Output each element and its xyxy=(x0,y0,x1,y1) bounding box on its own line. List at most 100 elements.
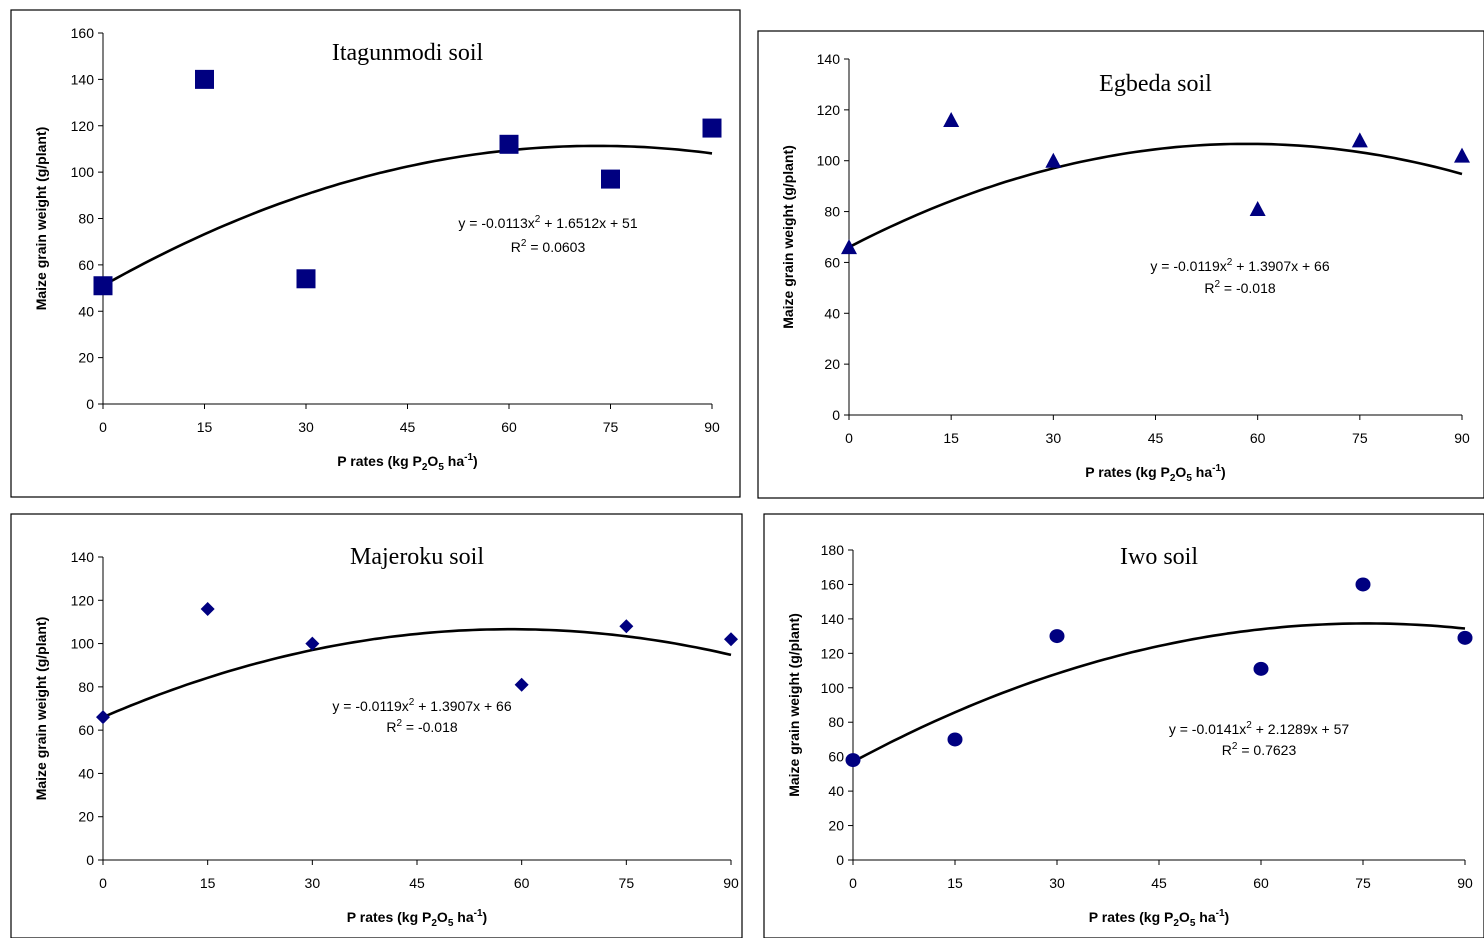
x-tick-label: 15 xyxy=(197,419,213,435)
trendline xyxy=(848,142,1463,249)
trendline-equation: y = -0.0119x2 + 1.3907x + 66 xyxy=(332,697,511,714)
x-tick-label: 90 xyxy=(1454,430,1470,446)
x-tick-label: 60 xyxy=(514,875,530,891)
x-tick-label: 15 xyxy=(200,875,216,891)
x-tick-label: 45 xyxy=(400,419,416,435)
y-tick-label: 180 xyxy=(821,542,845,558)
data-point xyxy=(1253,661,1269,676)
y-tick-label: 120 xyxy=(821,645,845,661)
y-tick-label: 80 xyxy=(828,714,844,730)
data-point xyxy=(702,118,722,138)
x-tick-label: 45 xyxy=(409,875,425,891)
data-point xyxy=(619,619,634,634)
y-tick-label: 40 xyxy=(828,783,844,799)
y-tick-label: 100 xyxy=(817,153,841,169)
chart-panel-itagunmodi: 0 20 40 60 80 100 120 140 160 0 15 30 45 60 75 90 P rate… xyxy=(10,9,741,498)
data-point xyxy=(1049,629,1065,644)
r-squared-label: R2 = 0.0603 xyxy=(511,238,586,255)
data-point xyxy=(1351,132,1368,148)
data-point xyxy=(1355,577,1371,592)
x-tick-label: 0 xyxy=(99,419,107,435)
y-tick-label: 60 xyxy=(78,722,94,738)
trendline xyxy=(852,622,1466,763)
y-tick-label: 20 xyxy=(824,356,840,372)
data-point xyxy=(200,601,215,616)
y-tick-label: 80 xyxy=(78,679,94,695)
y-tick-label: 0 xyxy=(86,852,94,868)
x-tick-label: 15 xyxy=(943,430,959,446)
data-point xyxy=(93,276,113,296)
y-tick-label: 0 xyxy=(86,396,94,412)
chart-frame xyxy=(10,9,741,498)
r-squared-label: R2 = 0.7623 xyxy=(1222,741,1297,758)
x-tick-label: 90 xyxy=(723,875,739,891)
x-tick-label: 90 xyxy=(1457,875,1473,891)
chart-title: Iwo soil xyxy=(1120,544,1198,570)
x-tick-label: 60 xyxy=(1253,875,1269,891)
x-tick-label: 45 xyxy=(1151,875,1167,891)
y-tick-label: 80 xyxy=(824,204,840,220)
chart-frame xyxy=(10,513,743,938)
y-tick-label: 100 xyxy=(821,680,845,696)
y-tick-label: 60 xyxy=(824,254,840,270)
y-tick-label: 120 xyxy=(71,592,95,608)
data-point xyxy=(724,632,738,647)
chart-panel-majeroku: 0 20 40 60 80 100 120 140 0 15 30 45 60 75 90 P rates (… xyxy=(10,513,743,938)
y-tick-label: 20 xyxy=(78,809,94,825)
r-squared-label: R2 = -0.018 xyxy=(1204,279,1276,296)
x-tick-label: 60 xyxy=(501,419,517,435)
x-axis-title: P rates (kg P2O5 ha-1) xyxy=(1085,463,1225,484)
x-tick-label: 0 xyxy=(849,875,857,891)
data-point xyxy=(1249,201,1266,217)
chart-title: Majeroku soil xyxy=(350,544,484,570)
x-tick-label: 75 xyxy=(603,419,619,435)
x-axis-title: P rates (kg P2O5 ha-1) xyxy=(347,908,487,929)
x-tick-label: 0 xyxy=(99,875,107,891)
y-tick-label: 80 xyxy=(78,211,94,227)
trendline xyxy=(102,627,732,719)
trendline-equation: y = -0.0113x2 + 1.6512x + 51 xyxy=(458,214,637,231)
y-tick-label: 100 xyxy=(71,636,95,652)
y-tick-label: 120 xyxy=(817,102,841,118)
data-point xyxy=(947,732,963,747)
y-tick-label: 0 xyxy=(836,852,844,868)
data-point xyxy=(841,239,857,255)
y-axis-title: Maize grain weight (g/plant) xyxy=(33,127,49,311)
y-axis-title: Maize grain weight (g/plant) xyxy=(786,613,802,797)
x-tick-label: 30 xyxy=(298,419,314,435)
x-tick-label: 0 xyxy=(845,430,853,446)
y-tick-label: 0 xyxy=(832,407,840,423)
y-tick-label: 140 xyxy=(71,549,95,565)
data-point xyxy=(195,69,214,89)
y-tick-label: 20 xyxy=(78,350,94,366)
data-point xyxy=(845,753,861,768)
y-axis-title: Maize grain weight (g/plant) xyxy=(33,617,49,801)
chart-panel-egbeda: 0 20 40 60 80 100 120 140 0 15 30 45 60 75 90 P rates (… xyxy=(757,30,1484,499)
x-tick-label: 75 xyxy=(1355,875,1371,891)
chart-frame xyxy=(757,30,1484,499)
x-tick-label: 60 xyxy=(1250,430,1266,446)
chart-title: Egbeda soil xyxy=(1099,71,1212,97)
x-axis-title: P rates (kg P2O5 ha-1) xyxy=(1089,908,1229,929)
trendline xyxy=(102,144,713,287)
chart-frame xyxy=(763,513,1484,938)
y-tick-label: 160 xyxy=(821,576,845,592)
x-tick-label: 15 xyxy=(947,875,963,891)
y-tick-label: 60 xyxy=(828,749,844,765)
y-axis-title: Maize grain weight (g/plant) xyxy=(780,145,796,329)
x-tick-label: 30 xyxy=(1049,875,1065,891)
x-tick-label: 75 xyxy=(1352,430,1368,446)
data-point xyxy=(943,112,960,128)
y-tick-label: 40 xyxy=(78,303,94,319)
trendline-equation: y = -0.0119x2 + 1.3907x + 66 xyxy=(1150,257,1329,274)
data-point xyxy=(1457,630,1473,645)
chart-panel-iwo: 0 20 40 60 80 100 120 140 160 180 0 15 30 45 60 75 90 P r… xyxy=(763,513,1484,938)
x-tick-label: 30 xyxy=(1046,430,1062,446)
data-point xyxy=(296,269,316,289)
data-point xyxy=(305,636,320,651)
data-point xyxy=(1045,152,1062,168)
y-tick-label: 60 xyxy=(78,257,94,273)
x-tick-label: 30 xyxy=(305,875,321,891)
y-tick-label: 160 xyxy=(71,25,95,41)
